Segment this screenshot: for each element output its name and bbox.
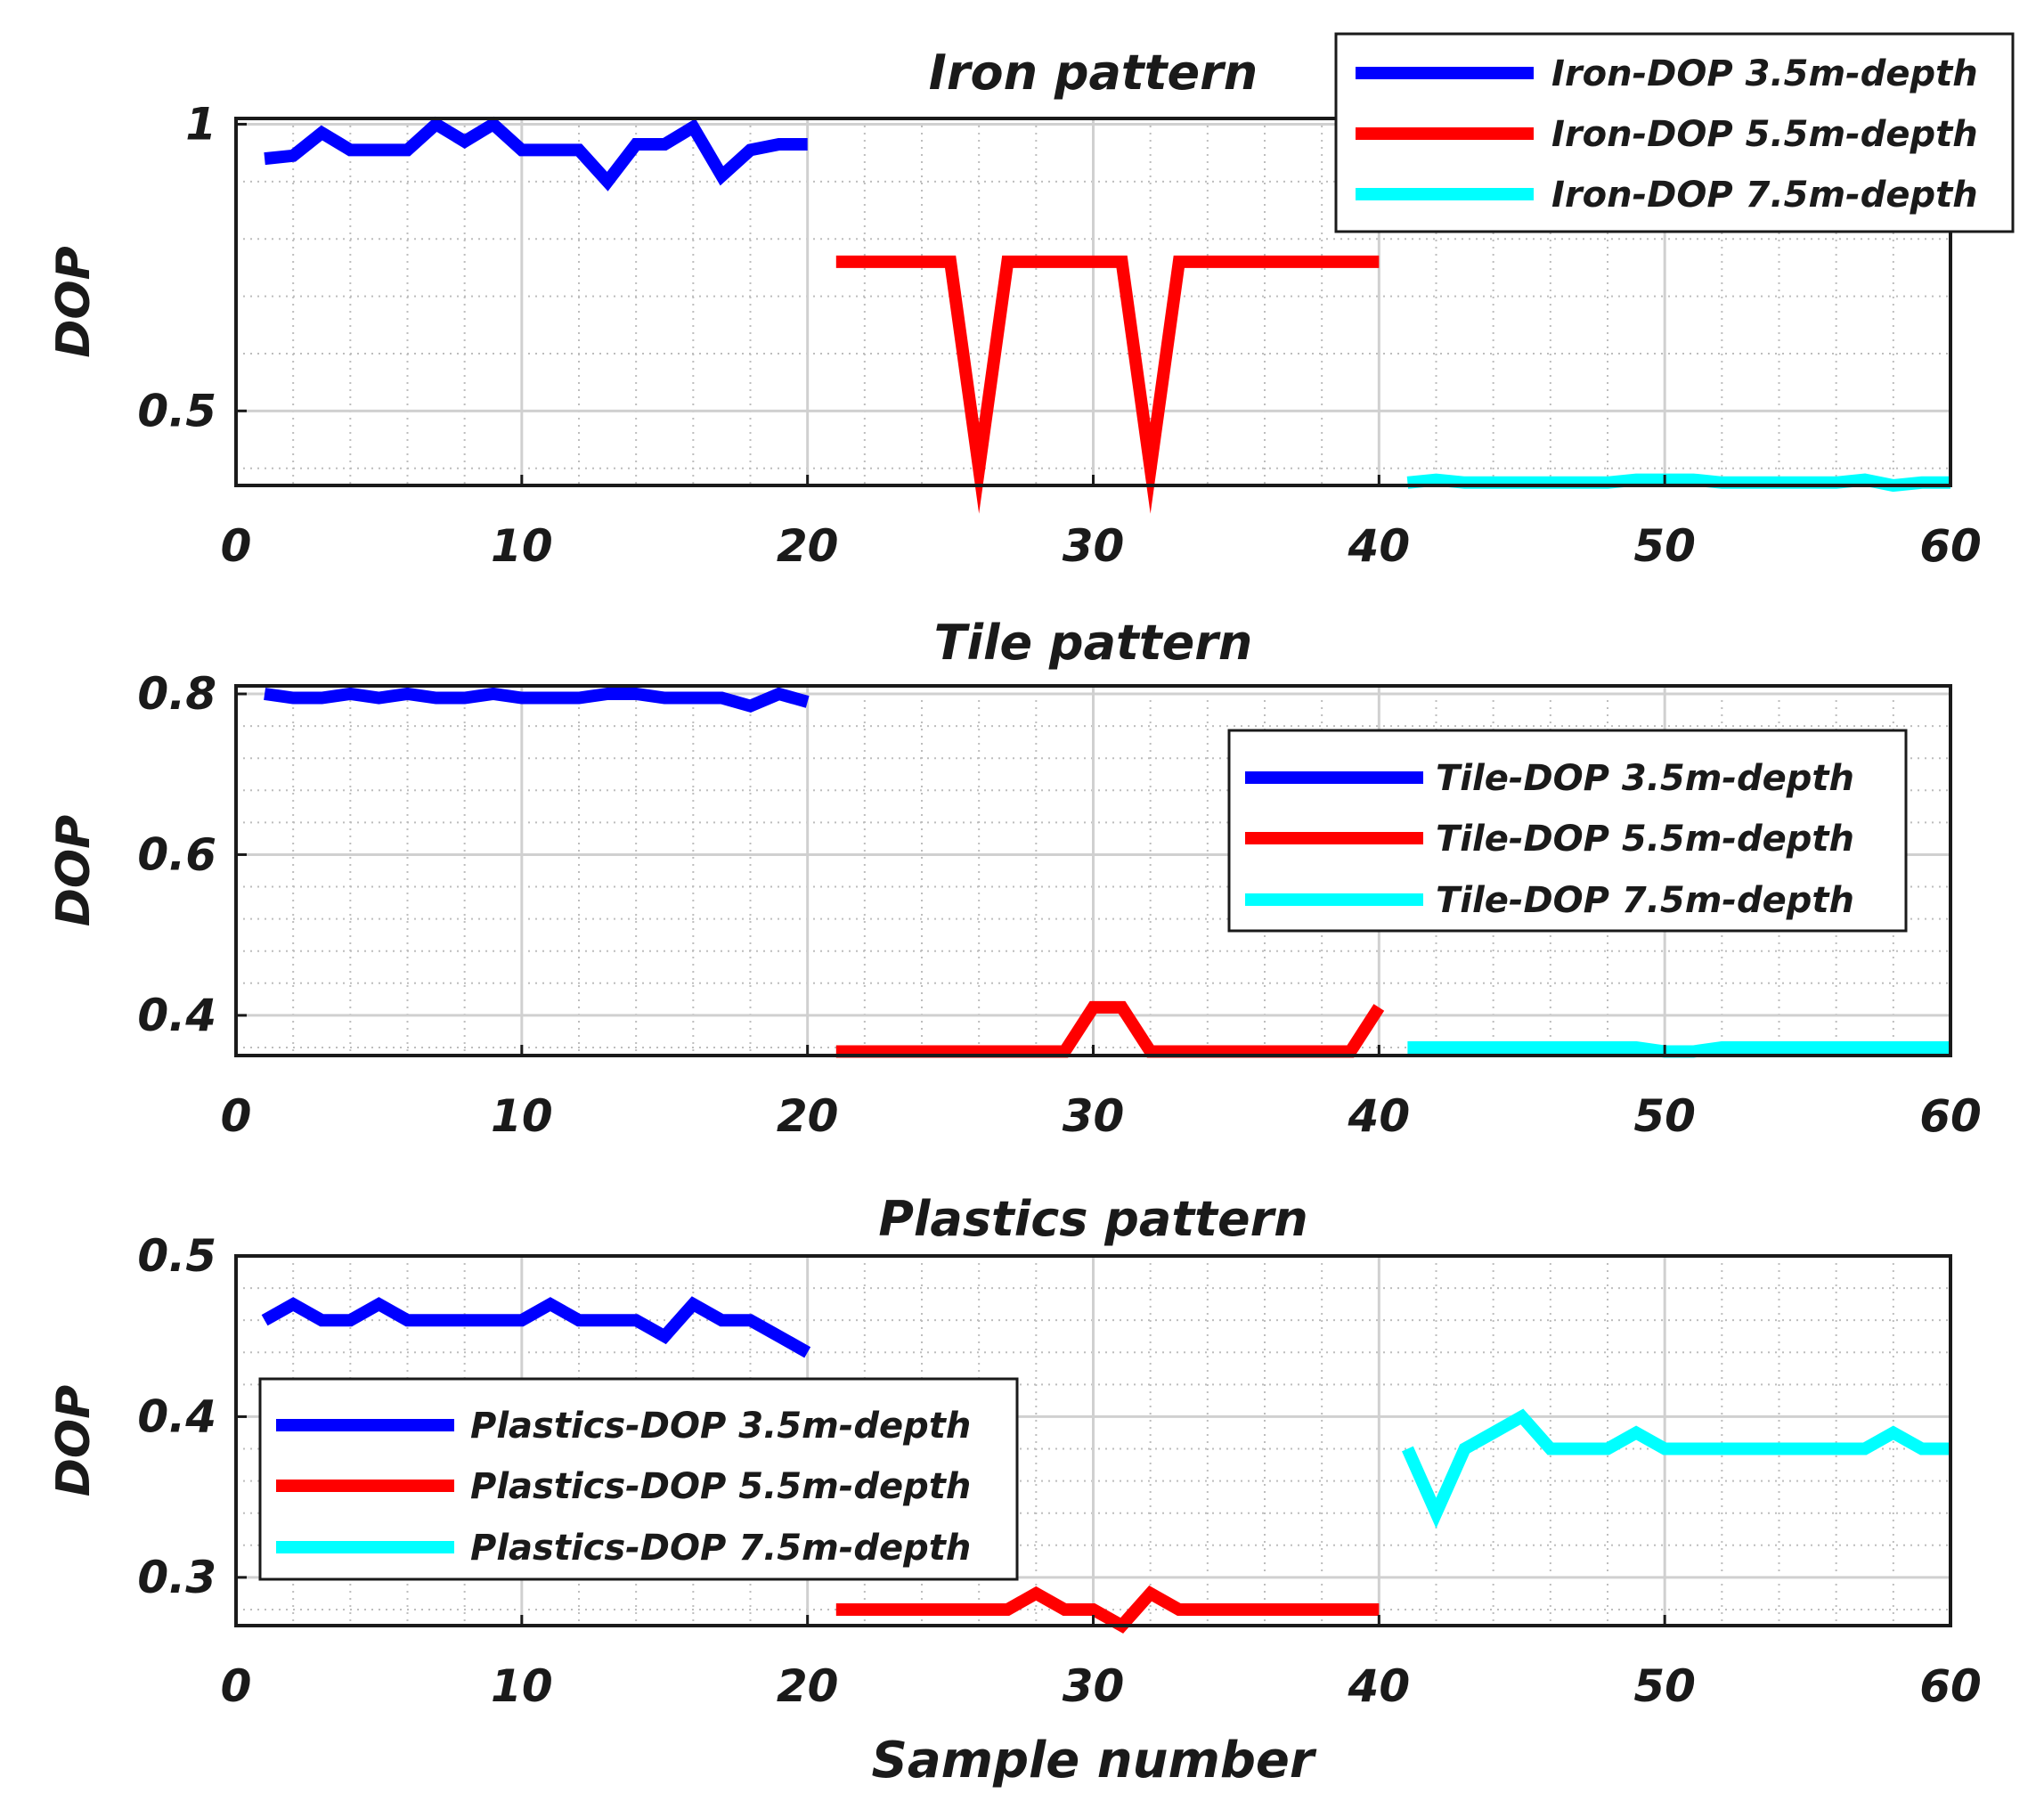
legend: Iron-DOP 3.5m-depth Iron-DOP 5.5m-depth Ir… (1334, 32, 2015, 233)
legend-label-2: Plastics-DOP 5.5m-depth (470, 1466, 971, 1507)
x-tick-label: 10 (491, 1090, 553, 1142)
x-axis-label: Sample number (872, 1732, 1317, 1789)
series-line-2 (835, 255, 1380, 514)
series-line-1 (264, 687, 810, 713)
series-line-1 (264, 116, 808, 192)
x-tick-label: 30 (1063, 520, 1125, 572)
series-line-3 (1406, 473, 1950, 493)
series-line-2 (835, 1000, 1385, 1058)
y-tick-label: 0.8 (137, 668, 216, 720)
legend-label-1: Plastics-DOP 3.5m-depth (470, 1406, 971, 1447)
x-tick-label: 60 (1919, 1090, 1982, 1142)
x-tick-label: 20 (777, 1090, 839, 1142)
legend-label-3: Plastics-DOP 7.5m-depth (470, 1528, 971, 1569)
y-tick-label: 0.4 (137, 990, 216, 1041)
chart-title: Iron pattern (929, 45, 1258, 101)
y-tick-label: 0.5 (137, 385, 216, 436)
x-tick-label: 50 (1633, 1660, 1696, 1712)
x-tick-label: 10 (491, 520, 553, 572)
x-tick-label: 30 (1063, 1090, 1125, 1142)
x-tick-label: 0 (221, 1090, 252, 1142)
series-line-3 (1402, 1408, 1950, 1529)
x-tick-label: 20 (777, 520, 839, 572)
y-tick-label: 0.5 (137, 1230, 216, 1282)
legend-label-2: Iron-DOP 5.5m-depth (1551, 114, 1978, 155)
legend-label-1: Iron-DOP 3.5m-depth (1551, 53, 1978, 94)
x-tick-label: 40 (1348, 520, 1411, 572)
series-line-3 (1407, 1041, 1950, 1058)
charts-layer: 0 10 20 30 40 50 60 0.5 1 Iron pattern DOP Iron-DOP… (47, 32, 2015, 1712)
y-tick-label: 0.6 (137, 828, 216, 880)
y-tick-label: 0.4 (137, 1390, 216, 1442)
x-tick-label: 60 (1919, 520, 1982, 572)
legend-label-3: Tile-DOP 7.5m-depth (1436, 880, 1854, 921)
x-tick-label: 40 (1348, 1660, 1411, 1712)
legend: Tile-DOP 3.5m-depth Tile-DOP 5.5m-depth Ti… (1227, 729, 1908, 933)
series-line-2 (835, 1586, 1380, 1634)
x-tick-label: 50 (1633, 520, 1696, 572)
chart-title: Plastics pattern (878, 1191, 1307, 1247)
y-axis-label: DOP (47, 1385, 101, 1496)
chart-title: Tile pattern (934, 615, 1253, 671)
x-tick-label: 60 (1919, 1660, 1982, 1712)
x-tick-label: 20 (777, 1660, 839, 1712)
x-tick-label: 10 (491, 1660, 553, 1712)
x-tick-label: 40 (1348, 1090, 1411, 1142)
chart-panel-2: 0 10 20 30 40 50 60 0.4 0.6 0.8 Tile pattern DOP Til… (47, 615, 1982, 1142)
y-axis-label: DOP (47, 246, 101, 357)
x-tick-label: 30 (1063, 1660, 1125, 1712)
y-tick-label: 0.3 (137, 1552, 216, 1603)
y-tick-label: 1 (185, 98, 216, 150)
chart-panel-3: 0 10 20 30 40 50 60 0.3 0.4 0.5 Plastics pattern DO… (47, 1191, 1982, 1712)
x-tick-label: 0 (221, 1660, 252, 1712)
series-line-1 (261, 1296, 811, 1358)
chart-panel-1: 0 10 20 30 40 50 60 0.5 1 Iron pattern DOP Iron-DOP… (47, 32, 2015, 572)
y-axis-label: DOP (47, 815, 101, 926)
legend: Plastics-DOP 3.5m-depth Plastics-DOP 5.5m… (258, 1377, 1019, 1581)
legend-label-3: Iron-DOP 7.5m-depth (1551, 175, 1978, 216)
legend-label-1: Tile-DOP 3.5m-depth (1436, 758, 1854, 799)
legend-label-2: Tile-DOP 5.5m-depth (1436, 819, 1854, 860)
x-tick-label: 0 (221, 520, 252, 572)
x-tick-label: 50 (1633, 1090, 1696, 1142)
